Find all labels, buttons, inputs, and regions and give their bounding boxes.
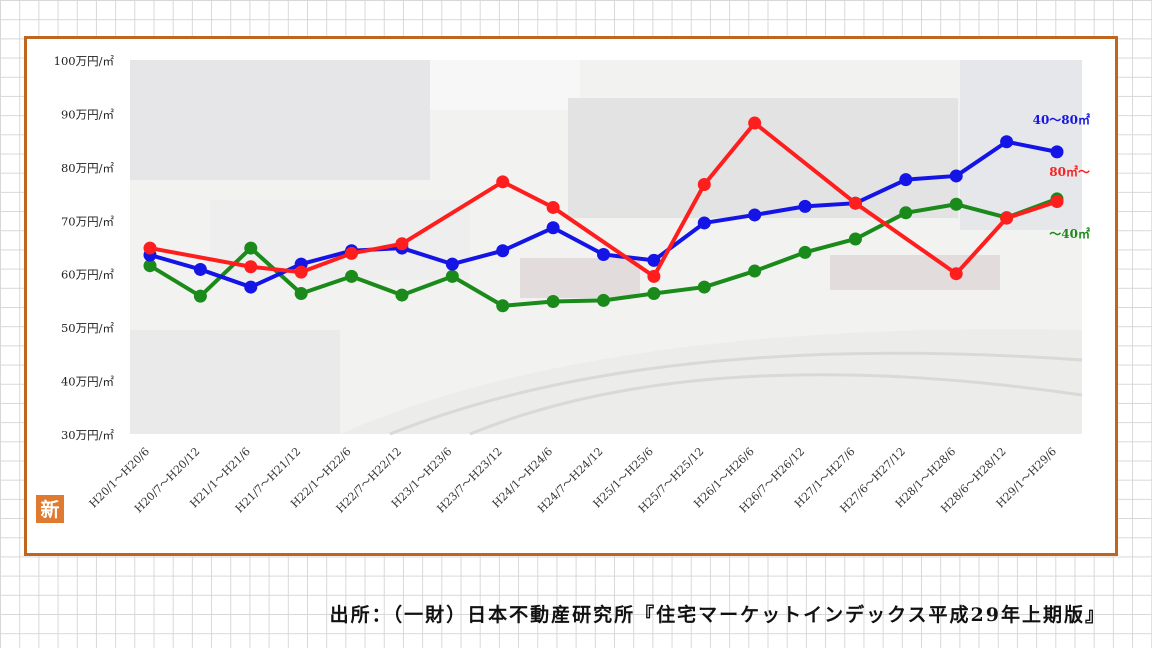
data-point: [546, 221, 560, 235]
data-point: [496, 299, 510, 313]
data-point: [697, 280, 711, 294]
data-point: [345, 246, 359, 260]
y-tick-label: 40万円/㎡: [61, 375, 115, 389]
data-point: [546, 200, 560, 214]
data-point: [748, 264, 762, 278]
data-point: [899, 173, 913, 187]
data-point: [798, 245, 812, 259]
source-caption: 出所：（一財）日本不動産研究所『住宅マーケットインデックス平成29年上期版』: [329, 604, 1106, 626]
data-point: [949, 169, 963, 183]
logo-text: 新: [40, 498, 59, 521]
data-point: [445, 257, 459, 271]
data-point: [697, 177, 711, 191]
data-point: [949, 197, 963, 211]
data-point: [496, 175, 510, 189]
y-tick-label: 70万円/㎡: [61, 214, 115, 228]
data-point: [647, 269, 661, 283]
data-point: [597, 247, 610, 261]
data-point: [244, 260, 258, 274]
data-point: [1050, 195, 1064, 209]
y-tick-label: 60万円/㎡: [61, 268, 115, 282]
y-tick-label: 30万円/㎡: [61, 428, 115, 442]
background-photo: [130, 60, 1083, 436]
data-point: [1000, 211, 1014, 225]
data-point: [193, 289, 207, 303]
data-point: [748, 208, 762, 222]
data-point: [597, 293, 610, 307]
data-point: [244, 241, 258, 255]
data-point: [697, 216, 711, 230]
data-point: [345, 269, 359, 283]
data-point: [899, 206, 913, 220]
y-tick-label: 80万円/㎡: [61, 161, 115, 175]
logo-badge: 新: [36, 495, 64, 523]
data-point: [395, 237, 409, 251]
data-point: [193, 262, 207, 276]
data-point: [496, 244, 510, 258]
data-point: [294, 286, 308, 300]
data-point: [848, 232, 862, 246]
data-point: [395, 288, 409, 302]
y-tick-label: 90万円/㎡: [61, 107, 115, 121]
series-line: [149, 121, 1058, 279]
data-point: [143, 259, 157, 273]
y-tick-label: 50万円/㎡: [61, 321, 115, 335]
data-point: [949, 267, 963, 281]
data-point: [798, 199, 812, 213]
data-point: [647, 253, 661, 267]
data-point: [647, 286, 661, 300]
series-label-under-40: ～40㎡: [1049, 226, 1090, 241]
data-point: [848, 196, 862, 210]
series-label-80plus: 80㎡～: [1049, 164, 1090, 179]
data-point: [1000, 135, 1014, 149]
data-point: [445, 269, 459, 283]
y-tick-label: 100万円/㎡: [54, 54, 115, 68]
data-point: [143, 241, 157, 255]
data-point: [244, 280, 258, 294]
data-point: [546, 294, 560, 308]
data-point: [748, 116, 762, 130]
data-point: [1050, 145, 1064, 159]
series-label-40-80: 40～80㎡: [1033, 112, 1090, 127]
data-point: [294, 265, 308, 279]
